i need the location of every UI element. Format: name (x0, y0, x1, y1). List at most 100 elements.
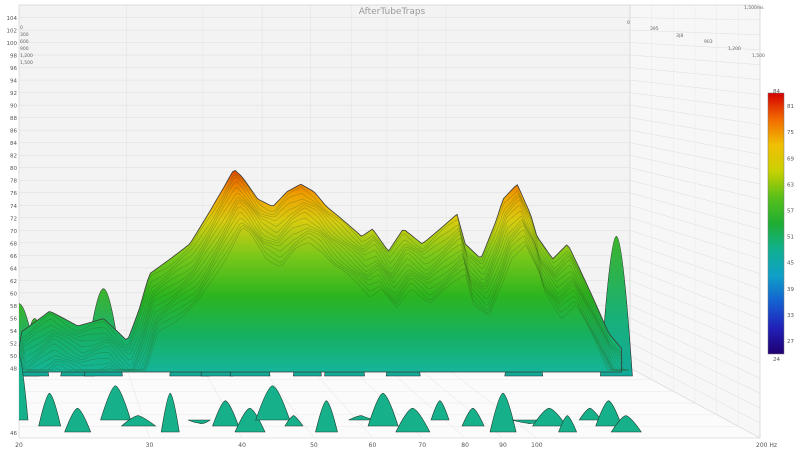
colorbar-tick-label: 51 (787, 235, 794, 241)
colorbar-gradient (767, 92, 785, 355)
time-axis-left-label: 1,200 (20, 53, 33, 59)
y-tick-label: 90 (10, 104, 17, 110)
time-axis-label: 1,500 (752, 53, 765, 59)
colorbar-tick-label: 45 (787, 261, 794, 267)
colorbar-tick-label: 84 (773, 89, 780, 95)
surface-front (19, 170, 622, 373)
foreground-ridge (531, 407, 568, 427)
surface-contour (23, 201, 627, 371)
surface-contour (27, 227, 630, 371)
x-tick-label: 100 (531, 442, 543, 449)
foreground-ridge (255, 385, 291, 421)
y-tick-label: 62 (10, 279, 17, 285)
colorbar-tick-label: 57 (787, 208, 794, 214)
y-tick-label: 52 (10, 341, 17, 347)
time-axis-left-label: 0 (20, 25, 23, 31)
foreground-ridge (315, 400, 338, 433)
x-tick-label: 50 (310, 442, 318, 449)
y-tick-label: 46 (10, 431, 17, 437)
y-tick-label: 98 (10, 54, 17, 60)
surface-contour (24, 206, 627, 371)
x-axis: 20 30 40 50 60 70 80 90 100 200 Hz (15, 442, 777, 449)
y-tick-label: 48 (10, 367, 17, 373)
x-tick-label: 30 (146, 442, 154, 449)
colorbar-tick-label: 75 (787, 130, 794, 136)
surface-contour (26, 222, 629, 371)
y-tick-label: 66 (10, 254, 17, 260)
x-tick-label: 200 Hz (756, 442, 777, 449)
foreground-ridge (595, 400, 623, 427)
y-tick-label: 104 (7, 16, 18, 22)
time-axis-left-label: 600 (20, 39, 29, 45)
x-tick-label: 20 (15, 442, 23, 449)
foreground-ridge (489, 392, 517, 433)
y-tick-label: 64 (10, 266, 17, 272)
time-axis-label: 0 (627, 20, 630, 26)
foreground-ridge (100, 385, 131, 421)
colorbar-tick-label: 24 (773, 357, 780, 363)
y-tick-label: 54 (10, 329, 17, 335)
x-tick-label: 70 (418, 442, 426, 449)
x-tick-label: 80 (461, 442, 469, 449)
surface-contour (21, 193, 625, 371)
x-tick-label: 60 (369, 442, 377, 449)
surface-contour (22, 196, 625, 371)
foreground-ridge (578, 407, 602, 421)
y-axis: 46 48 50 52 54 56 58 60 62 64 66 68 70 72 74 76 78 80 82 84… (7, 16, 18, 437)
foreground-ridge (120, 415, 157, 427)
y-tick-label: 74 (10, 204, 17, 210)
time-axis-left-label: 1,500 (20, 60, 33, 66)
y-tick-label: 94 (10, 79, 17, 85)
time-axis-left-label: 900 (20, 46, 29, 52)
y-tick-label: 76 (10, 191, 17, 197)
colorbar-tick-label: 63 (787, 182, 794, 188)
time-axis-left-label: 300 (20, 32, 29, 38)
foreground-ridge (187, 419, 212, 424)
foreground-ridge (64, 407, 92, 433)
foreground-ridge (160, 392, 180, 433)
y-tick-label: 50 (10, 354, 17, 360)
colorbar-tick-label: 69 (787, 156, 794, 162)
surface-contour (19, 173, 623, 355)
y-tick-label: 70 (10, 229, 17, 235)
y-tick-label: 80 (10, 166, 17, 172)
foreground-ridge (284, 415, 304, 427)
y-tick-label: 92 (10, 91, 17, 97)
y-tick-label: 100 (7, 41, 18, 47)
foreground-ridge (19, 355, 29, 421)
surface-contour (20, 181, 624, 362)
colorbar-tick-label: 81 (787, 104, 794, 110)
time-axis-label: 1,500ms (744, 5, 764, 11)
waterfall-surface (19, 170, 630, 373)
time-axis-label: 3|8 (676, 33, 683, 39)
y-tick-label: 68 (10, 241, 17, 247)
y-tick-label: 88 (10, 116, 17, 122)
time-axis-label: 903 (704, 39, 713, 45)
foreground-ridge (461, 407, 485, 427)
foreground-ridge (610, 415, 642, 433)
y-tick-label: 60 (10, 291, 17, 297)
y-tick-label: 96 (10, 66, 17, 72)
y-tick-label: 78 (10, 179, 17, 185)
y-tick-label: 102 (7, 29, 18, 35)
foreground-ridge (430, 400, 450, 421)
x-tick-label: 40 (238, 442, 246, 449)
y-tick-label: 58 (10, 304, 17, 310)
foreground-ridge (212, 400, 239, 427)
y-tick-label: 56 (10, 316, 17, 322)
surface-contour (26, 225, 630, 371)
surface-contour (25, 212, 628, 371)
y-tick-label: 72 (10, 216, 17, 222)
colorbar-tick-label: 33 (787, 313, 794, 319)
foreground-ridge (558, 415, 578, 433)
y-tick-label: 82 (10, 154, 17, 160)
foreground-ridges (19, 355, 642, 433)
x-tick-label: 90 (499, 442, 507, 449)
y-tick-label: 86 (10, 129, 17, 135)
colorbar: 84 81 75 69 63 57 51 45 39 33 27 24 (767, 89, 794, 363)
surface-contour (19, 176, 623, 359)
surface-contour (21, 187, 625, 365)
time-axis-label: 395 (650, 26, 659, 32)
